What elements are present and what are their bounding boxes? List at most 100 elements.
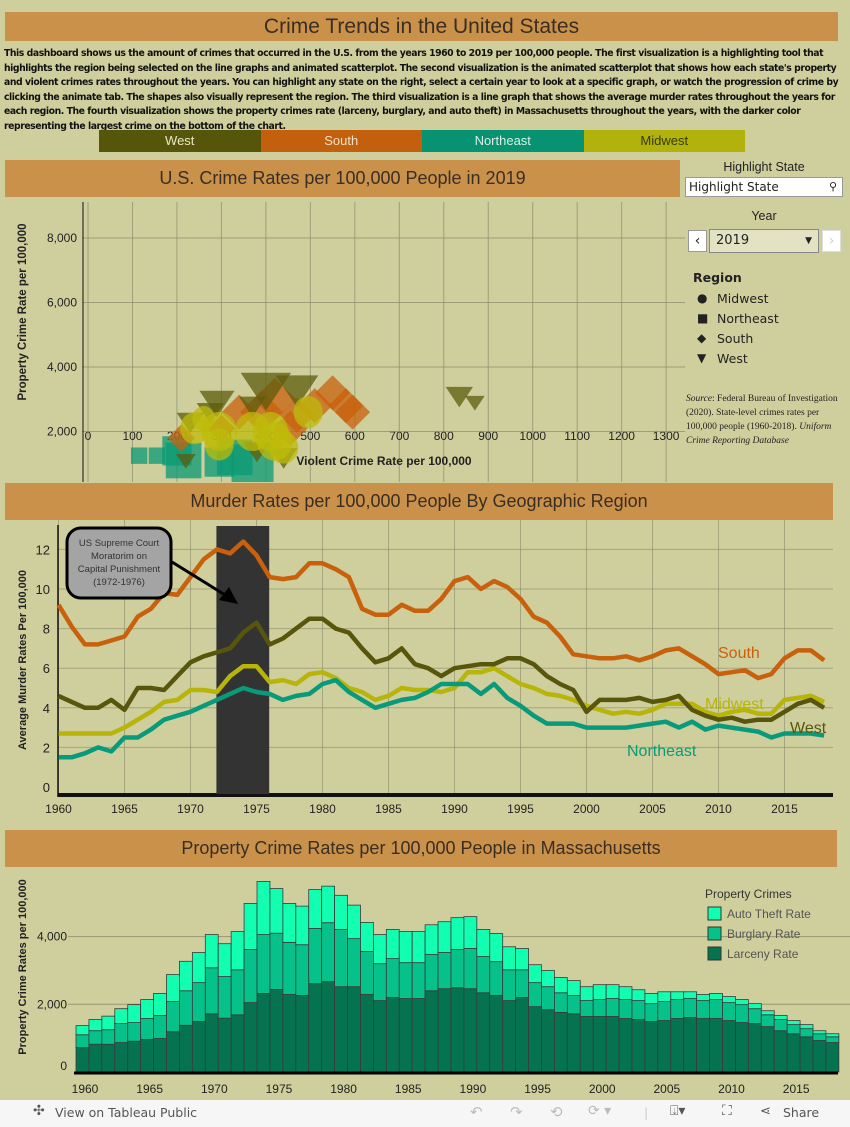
bar-segment-auto-theft-rate[interactable]	[424, 924, 439, 955]
legend-item-south[interactable]: ◆ South	[697, 328, 779, 348]
bar-segment-auto-theft-rate[interactable]	[722, 996, 736, 1004]
bar-segment-larceny-rate[interactable]	[411, 998, 426, 1073]
bar-segment-burglary-rate[interactable]	[75, 1034, 90, 1049]
region-button-west[interactable]: West	[99, 130, 261, 152]
bar-segment-auto-theft-rate[interactable]	[334, 894, 348, 930]
region-button-northeast[interactable]: Northeast	[422, 130, 584, 152]
bar-segment-burglary-rate[interactable]	[489, 961, 504, 996]
bar-segment-larceny-rate[interactable]	[179, 1024, 193, 1073]
bar-segment-larceny-rate[interactable]	[502, 1000, 517, 1073]
bar-segment-auto-theft-rate[interactable]	[670, 991, 685, 1000]
bar-segment-auto-theft-rate[interactable]	[579, 986, 594, 1001]
bar-segment-burglary-rate[interactable]	[230, 969, 245, 1016]
bar-segment-larceny-rate[interactable]	[683, 1017, 698, 1073]
bar-segment-larceny-rate[interactable]	[476, 992, 491, 1073]
bar-segment-burglary-rate[interactable]	[605, 998, 620, 1017]
bar-segment-auto-theft-rate[interactable]	[463, 916, 478, 949]
bar-segment-auto-theft-rate[interactable]	[773, 1015, 788, 1020]
bar-segment-auto-theft-rate[interactable]	[528, 964, 542, 984]
bar-segment-auto-theft-rate[interactable]	[191, 952, 206, 984]
bar-segment-auto-theft-rate[interactable]	[398, 931, 413, 964]
download-icon[interactable]: ⍗▾	[670, 1103, 686, 1119]
bar-segment-larceny-rate[interactable]	[541, 1009, 555, 1073]
bar-segment-larceny-rate[interactable]	[554, 1012, 568, 1073]
bar-segment-burglary-rate[interactable]	[114, 1023, 129, 1043]
bar-segment-larceny-rate[interactable]	[101, 1043, 116, 1073]
bar-segment-auto-theft-rate[interactable]	[256, 881, 271, 935]
bar-segment-larceny-rate[interactable]	[722, 1020, 736, 1073]
bar-segment-larceny-rate[interactable]	[321, 981, 336, 1073]
bar-segment-burglary-rate[interactable]	[683, 998, 698, 1018]
bar-segment-burglary-rate[interactable]	[463, 948, 478, 990]
bar-segment-larceny-rate[interactable]	[140, 1039, 154, 1073]
legend-item-midwest[interactable]: ● Midwest	[697, 288, 779, 308]
bar-segment-auto-theft-rate[interactable]	[230, 931, 245, 971]
bar-segment-auto-theft-rate[interactable]	[347, 904, 361, 940]
line-series-south[interactable]	[56, 539, 826, 681]
bar-segment-larceny-rate[interactable]	[334, 986, 348, 1073]
scatter-point-west[interactable]	[275, 375, 319, 408]
bar-segment-burglary-rate[interactable]	[579, 1000, 594, 1017]
murder-line-chart[interactable]: 1960 1965 1970 1975 1980 1985 1990 1995 2000 2005…	[0, 520, 850, 825]
bar-segment-auto-theft-rate[interactable]	[541, 970, 555, 988]
bar-segment-auto-theft-rate[interactable]	[217, 943, 232, 977]
bar-segment-auto-theft-rate[interactable]	[812, 1030, 827, 1035]
bar-segment-larceny-rate[interactable]	[825, 1042, 840, 1073]
bar-segment-auto-theft-rate[interactable]	[515, 948, 529, 971]
legend-item-west[interactable]: ▼ West	[697, 348, 779, 368]
bar-segment-larceny-rate[interactable]	[631, 1019, 646, 1073]
scatter-point-west[interactable]	[238, 396, 267, 418]
scatter-point-west[interactable]	[240, 372, 292, 411]
bar-segment-burglary-rate[interactable]	[360, 951, 374, 995]
bar-segment-burglary-rate[interactable]	[295, 944, 310, 996]
bar-segment-burglary-rate[interactable]	[437, 952, 452, 990]
bar-segment-burglary-rate[interactable]	[722, 1002, 736, 1021]
bar-segment-auto-theft-rate[interactable]	[153, 993, 167, 1016]
bar-segment-larceny-rate[interactable]	[282, 994, 297, 1073]
line-series-northeast[interactable]	[58, 677, 825, 760]
bar-segment-larceny-rate[interactable]	[735, 1022, 749, 1073]
bar-segment-larceny-rate[interactable]	[489, 995, 504, 1073]
bar-segment-larceny-rate[interactable]	[696, 1018, 710, 1073]
scatter-point-west[interactable]	[445, 386, 474, 408]
bar-segment-burglary-rate[interactable]	[282, 941, 297, 995]
bar-segment-burglary-rate[interactable]	[696, 1000, 710, 1019]
bar-segment-larceny-rate[interactable]	[605, 1016, 620, 1073]
bar-segment-auto-theft-rate[interactable]	[696, 994, 710, 1001]
bar-segment-larceny-rate[interactable]	[308, 983, 323, 1073]
bar-segment-auto-theft-rate[interactable]	[179, 960, 193, 992]
bar-segment-larceny-rate[interactable]	[437, 988, 452, 1073]
bar-segment-larceny-rate[interactable]	[515, 997, 529, 1073]
scatter-point-midwest[interactable]	[204, 428, 234, 461]
bar-segment-auto-theft-rate[interactable]	[269, 888, 284, 934]
bar-segment-burglary-rate[interactable]	[502, 969, 517, 1001]
scatter-point-south[interactable]	[335, 394, 371, 430]
scatter-point-northeast[interactable]	[148, 447, 166, 464]
property-bar-chart[interactable]: 0 2,000 4,000 1960 1965 1970 1975 1980 1985 1990 1…	[0, 867, 850, 1100]
bar-segment-larceny-rate[interactable]	[372, 1000, 387, 1073]
bar-segment-burglary-rate[interactable]	[657, 1001, 672, 1021]
share-icon[interactable]: ⋖	[760, 1104, 771, 1119]
bar-segment-burglary-rate[interactable]	[127, 1022, 142, 1042]
bar-segment-larceny-rate[interactable]	[385, 997, 400, 1073]
bar-segment-burglary-rate[interactable]	[347, 938, 361, 988]
bar-segment-burglary-rate[interactable]	[372, 963, 387, 1001]
bar-segment-larceny-rate[interactable]	[295, 995, 310, 1073]
bar-segment-auto-theft-rate[interactable]	[308, 889, 323, 929]
bar-segment-burglary-rate[interactable]	[670, 999, 685, 1019]
bar-segment-larceny-rate[interactable]	[644, 1021, 659, 1073]
bar-segment-auto-theft-rate[interactable]	[411, 931, 426, 964]
bar-segment-larceny-rate[interactable]	[204, 1013, 219, 1073]
bar-segment-auto-theft-rate[interactable]	[204, 934, 219, 969]
bar-segment-larceny-rate[interactable]	[747, 1023, 762, 1073]
bar-segment-larceny-rate[interactable]	[463, 988, 478, 1073]
bar-segment-burglary-rate[interactable]	[773, 1019, 788, 1032]
bar-segment-burglary-rate[interactable]	[308, 928, 323, 985]
bar-segment-burglary-rate[interactable]	[166, 1001, 180, 1033]
bar-segment-larceny-rate[interactable]	[424, 990, 439, 1073]
bar-segment-auto-theft-rate[interactable]	[476, 929, 491, 957]
bar-segment-burglary-rate[interactable]	[566, 995, 581, 1015]
bar-segment-auto-theft-rate[interactable]	[760, 1010, 775, 1016]
bar-segment-auto-theft-rate[interactable]	[825, 1033, 840, 1038]
bar-segment-auto-theft-rate[interactable]	[360, 921, 374, 952]
